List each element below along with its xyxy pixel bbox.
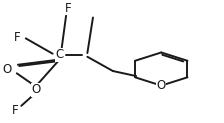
Text: O: O — [31, 83, 41, 96]
Text: O: O — [157, 79, 166, 92]
Text: C: C — [55, 48, 63, 61]
Text: F: F — [65, 2, 72, 15]
Text: F: F — [12, 104, 19, 117]
Text: F: F — [13, 31, 20, 44]
Text: O: O — [2, 63, 11, 76]
